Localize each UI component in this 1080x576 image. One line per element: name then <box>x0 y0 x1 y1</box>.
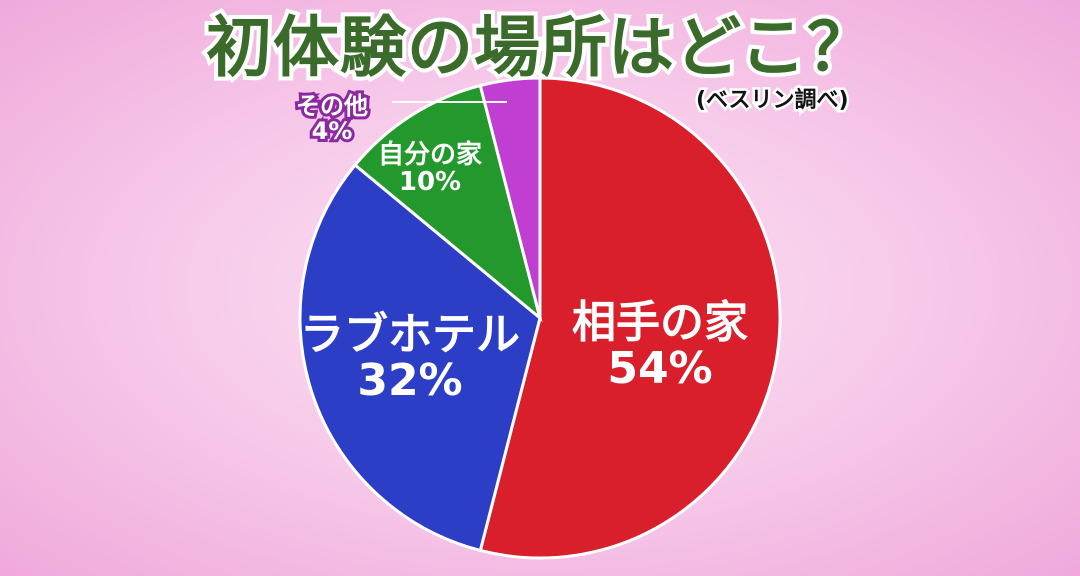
pie-slice-0 <box>478 76 782 560</box>
pie-slice-1 <box>298 162 542 553</box>
slice-name: 相手の家 <box>572 297 748 348</box>
slice-percent: 4% <box>309 115 356 146</box>
chart-title: 初体験の場所はどこ？ <box>202 5 877 90</box>
slice-label-1: ラブホテル 32% <box>290 309 530 407</box>
slice-percent: 54% <box>607 343 713 395</box>
slice-percent: 32% <box>357 355 463 407</box>
pie-slice-3 <box>478 76 542 319</box>
slice-name: ラブホテル <box>300 309 520 360</box>
slice-percent: 10% <box>398 167 462 198</box>
slice-label-3: その他 4% <box>292 90 372 147</box>
chart-subtitle: (ベスリン調べ) <box>694 86 852 116</box>
slice-name: 自分の家 <box>377 140 482 170</box>
slice-name: その他 <box>293 90 371 121</box>
slice-label-0: 相手の家 54% <box>560 297 760 395</box>
slice-label-2: 自分の家 10% <box>370 140 490 198</box>
